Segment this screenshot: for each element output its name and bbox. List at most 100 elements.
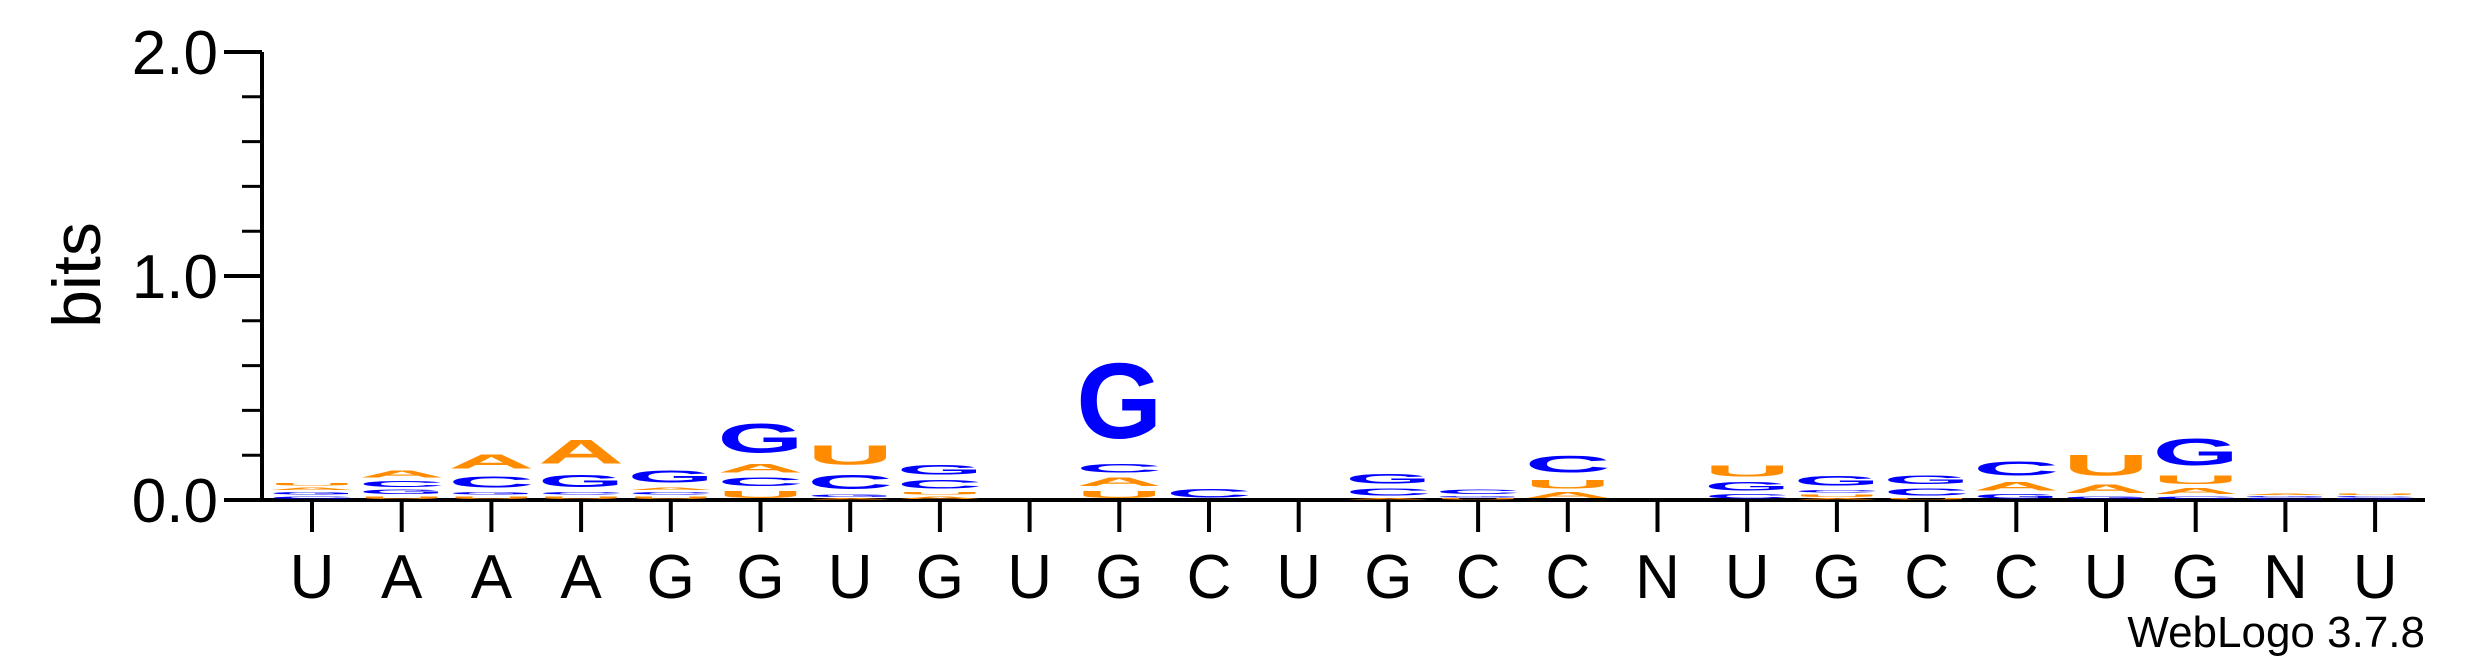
x-tick-label: G bbox=[647, 543, 695, 612]
y-ticks: 0.0 1.0 2.0 bbox=[132, 19, 262, 536]
logo-letter-a: A bbox=[2063, 482, 2149, 495]
logo-letter-g: G bbox=[1435, 496, 1521, 498]
logo-letter-a: A bbox=[1794, 498, 1880, 500]
x-tick-label: U bbox=[1007, 543, 1052, 612]
logo-letter-u: U bbox=[2063, 449, 2149, 483]
logo-letter-a: A bbox=[269, 487, 355, 491]
logo-letter-c: C bbox=[538, 491, 624, 495]
logo-letter-u: U bbox=[897, 491, 983, 495]
logo-letter-u: U bbox=[718, 489, 804, 500]
y-tick-label: 2.0 bbox=[132, 19, 218, 88]
weblogo-version: WebLogo 3.7.8 bbox=[2127, 608, 2425, 657]
logo-letter-u: U bbox=[628, 496, 714, 500]
logo-letter-g: G bbox=[807, 493, 893, 498]
logo-letter-g: G bbox=[1345, 471, 1431, 487]
logo-letter-c: C bbox=[2332, 496, 2418, 498]
logo-letter-u: U bbox=[2153, 473, 2239, 486]
logo-letter-c: C bbox=[269, 496, 355, 500]
logo-letter-g: G bbox=[1704, 480, 1790, 493]
y-axis-label: bits bbox=[39, 222, 115, 328]
logo-letter-a: A bbox=[718, 462, 804, 475]
logo-letter-g: G bbox=[2153, 430, 2239, 473]
logo-letter-a: A bbox=[359, 469, 445, 480]
x-tick-label: A bbox=[471, 543, 513, 612]
logo-letter-a: A bbox=[1973, 480, 2059, 493]
logo-letter-a: A bbox=[448, 451, 534, 473]
logo-letter-u: U bbox=[807, 440, 893, 471]
logo-letter-g: G bbox=[538, 471, 624, 491]
x-tick-label: U bbox=[828, 543, 873, 612]
logo-letter-g: G bbox=[448, 491, 534, 496]
x-tick-label: G bbox=[2172, 543, 2220, 612]
logo-letter-a: A bbox=[1076, 475, 1162, 488]
y-tick-label: 1.0 bbox=[132, 243, 218, 312]
logo-letter-c: C bbox=[1435, 489, 1521, 496]
logo-letter-c: C bbox=[1525, 451, 1611, 478]
logo-letter-g: G bbox=[2063, 495, 2149, 500]
x-tick-label: N bbox=[2263, 543, 2308, 612]
logo-letter-g: G bbox=[897, 462, 983, 478]
x-tick-label: C bbox=[1904, 543, 1949, 612]
logo-letter-g: G bbox=[718, 415, 804, 462]
logo-letter-a: A bbox=[538, 433, 624, 471]
x-tick-label: G bbox=[736, 543, 784, 612]
logo-letter-g: G bbox=[628, 466, 714, 486]
logo-letter-c: C bbox=[448, 473, 534, 491]
logo-letter-u: U bbox=[269, 482, 355, 486]
logo-letter-a: A bbox=[807, 498, 893, 500]
logo-letter-c: C bbox=[1884, 487, 1970, 498]
x-tick-label: U bbox=[290, 543, 335, 612]
x-tick-label: G bbox=[916, 543, 964, 612]
logo-letter-u: U bbox=[2332, 493, 2418, 495]
logo-letter-g: G bbox=[2332, 498, 2418, 500]
logo-letter-g: G bbox=[2242, 496, 2328, 498]
x-tick-label: N bbox=[1635, 543, 1680, 612]
x-tick-label: C bbox=[1456, 543, 1501, 612]
y-tick-label: 0.0 bbox=[132, 467, 218, 536]
logo-letter-a: A bbox=[1525, 491, 1611, 500]
logo-letter-u: U bbox=[1435, 498, 1521, 500]
logo-letter-u: U bbox=[538, 496, 624, 500]
logo-letter-c: C bbox=[897, 477, 983, 490]
logo-letter-a: A bbox=[628, 487, 714, 491]
logo-letter-u: U bbox=[1525, 477, 1611, 490]
logo-letter-u: U bbox=[1704, 462, 1790, 480]
x-tick-label: G bbox=[1813, 543, 1861, 612]
x-tick-label: G bbox=[1364, 543, 1412, 612]
logo-letter-a: A bbox=[897, 496, 983, 500]
logo-letter-g: G bbox=[1076, 341, 1162, 462]
x-tick-label: C bbox=[1187, 543, 1232, 612]
logo-letter-c: C bbox=[807, 471, 893, 493]
logo-letter-u: U bbox=[1076, 489, 1162, 500]
logo-letter-u: U bbox=[448, 496, 534, 500]
logo-letter-c: C bbox=[628, 491, 714, 495]
logo-letter-a: A bbox=[2242, 493, 2328, 495]
logo-letter-a: A bbox=[1345, 498, 1431, 500]
logo-letter-u: U bbox=[1884, 498, 1970, 500]
logo-letter-u: U bbox=[1794, 493, 1880, 497]
logo-letter-c: C bbox=[1345, 487, 1431, 498]
x-tick-label: G bbox=[1095, 543, 1143, 612]
logo-letter-c: C bbox=[1704, 493, 1790, 500]
logo-letter-g: G bbox=[1973, 493, 2059, 500]
logo-letter-c: C bbox=[2153, 496, 2239, 500]
logo-letter-g: G bbox=[1884, 473, 1970, 486]
x-tick-label: U bbox=[2353, 543, 2398, 612]
logo-letter-u: U bbox=[359, 496, 445, 500]
logo-letter-a: A bbox=[2153, 487, 2239, 496]
logo-letter-g: G bbox=[1794, 473, 1880, 489]
logo-letter-g: G bbox=[359, 489, 445, 496]
logo-letter-c: C bbox=[1973, 458, 2059, 480]
x-tick-label: A bbox=[381, 543, 423, 612]
logo-letter-c: C bbox=[2242, 498, 2328, 500]
x-tick-label: C bbox=[1545, 543, 1590, 612]
logo-letter-c: C bbox=[1076, 462, 1162, 475]
logo-letter-c: C bbox=[1166, 486, 1252, 499]
x-tick-label: U bbox=[1276, 543, 1321, 612]
x-tick-label: A bbox=[560, 543, 602, 612]
x-tick-label: C bbox=[1994, 543, 2039, 612]
logo-letter-g: G bbox=[269, 491, 355, 496]
